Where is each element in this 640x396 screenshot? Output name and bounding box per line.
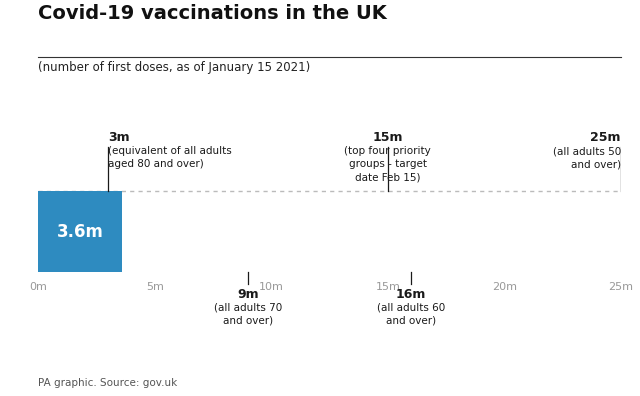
Text: 20m: 20m	[492, 282, 517, 291]
Text: 3m: 3m	[108, 131, 130, 145]
Text: PA graphic. Source: gov.uk: PA graphic. Source: gov.uk	[38, 378, 178, 388]
Text: 15m: 15m	[376, 282, 400, 291]
Text: Covid-19 vaccinations in the UK: Covid-19 vaccinations in the UK	[38, 4, 387, 23]
Text: (all adults 70
and over): (all adults 70 and over)	[214, 303, 282, 326]
Text: 5m: 5m	[146, 282, 164, 291]
Text: (all adults 60
and over): (all adults 60 and over)	[377, 303, 445, 326]
Text: (top four priority
groups - target
date Feb 15): (top four priority groups - target date …	[344, 146, 431, 183]
Text: 16m: 16m	[396, 288, 426, 301]
Text: 10m: 10m	[259, 282, 284, 291]
Text: 25m: 25m	[590, 131, 621, 145]
Bar	[38, 191, 122, 272]
Text: 25m: 25m	[608, 282, 634, 291]
Text: 15m: 15m	[372, 131, 403, 145]
Text: (equivalent of all adults
aged 80 and over): (equivalent of all adults aged 80 and ov…	[108, 146, 232, 169]
Text: 0m: 0m	[29, 282, 47, 291]
Text: (all adults 50
and over): (all adults 50 and over)	[552, 146, 621, 169]
Text: (number of first doses, as of January 15 2021): (number of first doses, as of January 15…	[38, 61, 310, 74]
Text: 3.6m: 3.6m	[57, 223, 104, 241]
Text: 9m: 9m	[237, 288, 259, 301]
